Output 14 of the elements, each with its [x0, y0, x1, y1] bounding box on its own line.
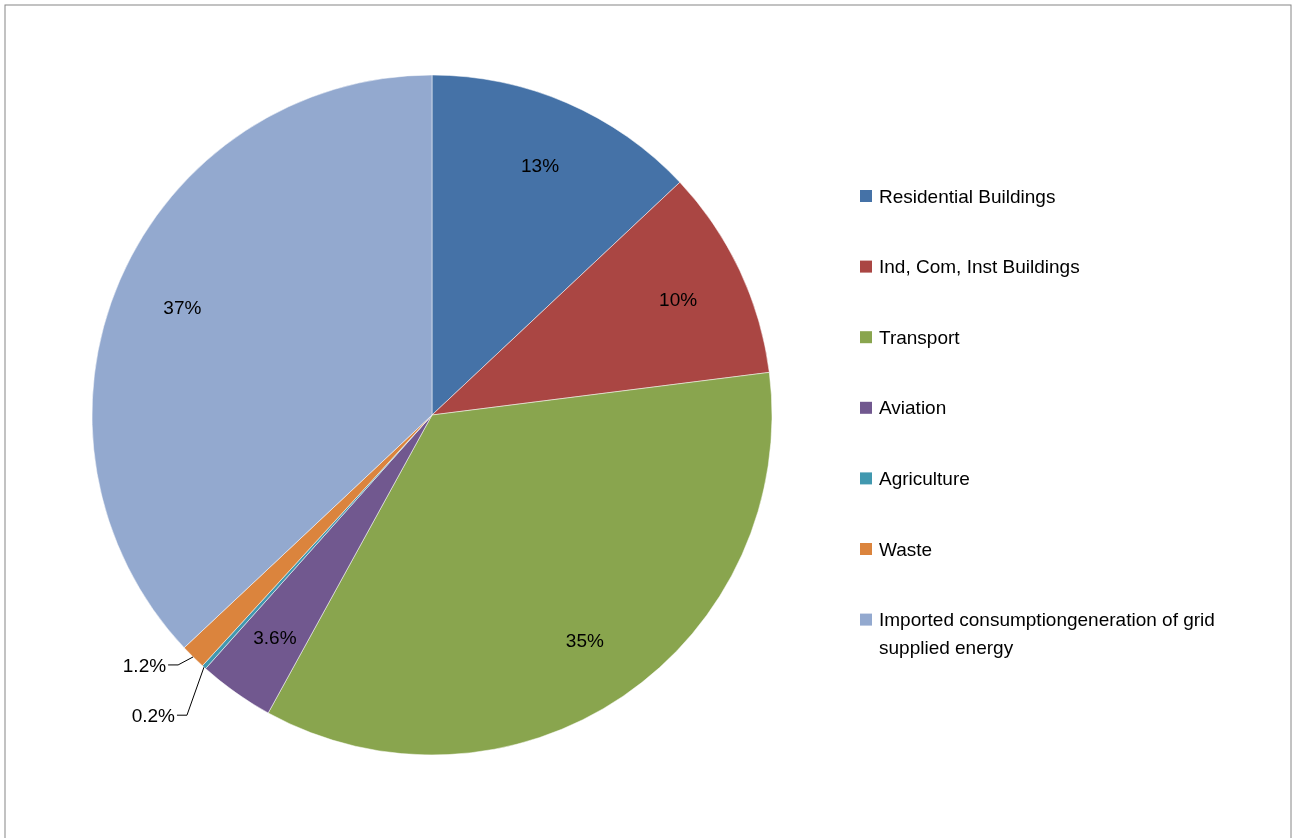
- data-label: 3.6%: [253, 626, 297, 648]
- legend-label: Imported consumptiongeneration of grid supplied energy: [879, 609, 1215, 659]
- data-label: 1.2%: [122, 654, 167, 676]
- data-label: 37%: [163, 296, 202, 318]
- legend-label: Aviation: [879, 397, 947, 419]
- data-label: 13%: [521, 155, 560, 177]
- legend-label: Waste: [879, 538, 933, 560]
- legend-label: Ind, Com, Inst Buildings: [879, 256, 1080, 278]
- legend-label: Agriculture: [879, 468, 970, 490]
- data-label: 0.2%: [131, 704, 176, 726]
- data-label: 10%: [659, 288, 698, 310]
- legend-label: Transport: [879, 326, 961, 348]
- legend-label: Residential Buildings: [879, 185, 1056, 207]
- data-label: 35%: [565, 629, 604, 651]
